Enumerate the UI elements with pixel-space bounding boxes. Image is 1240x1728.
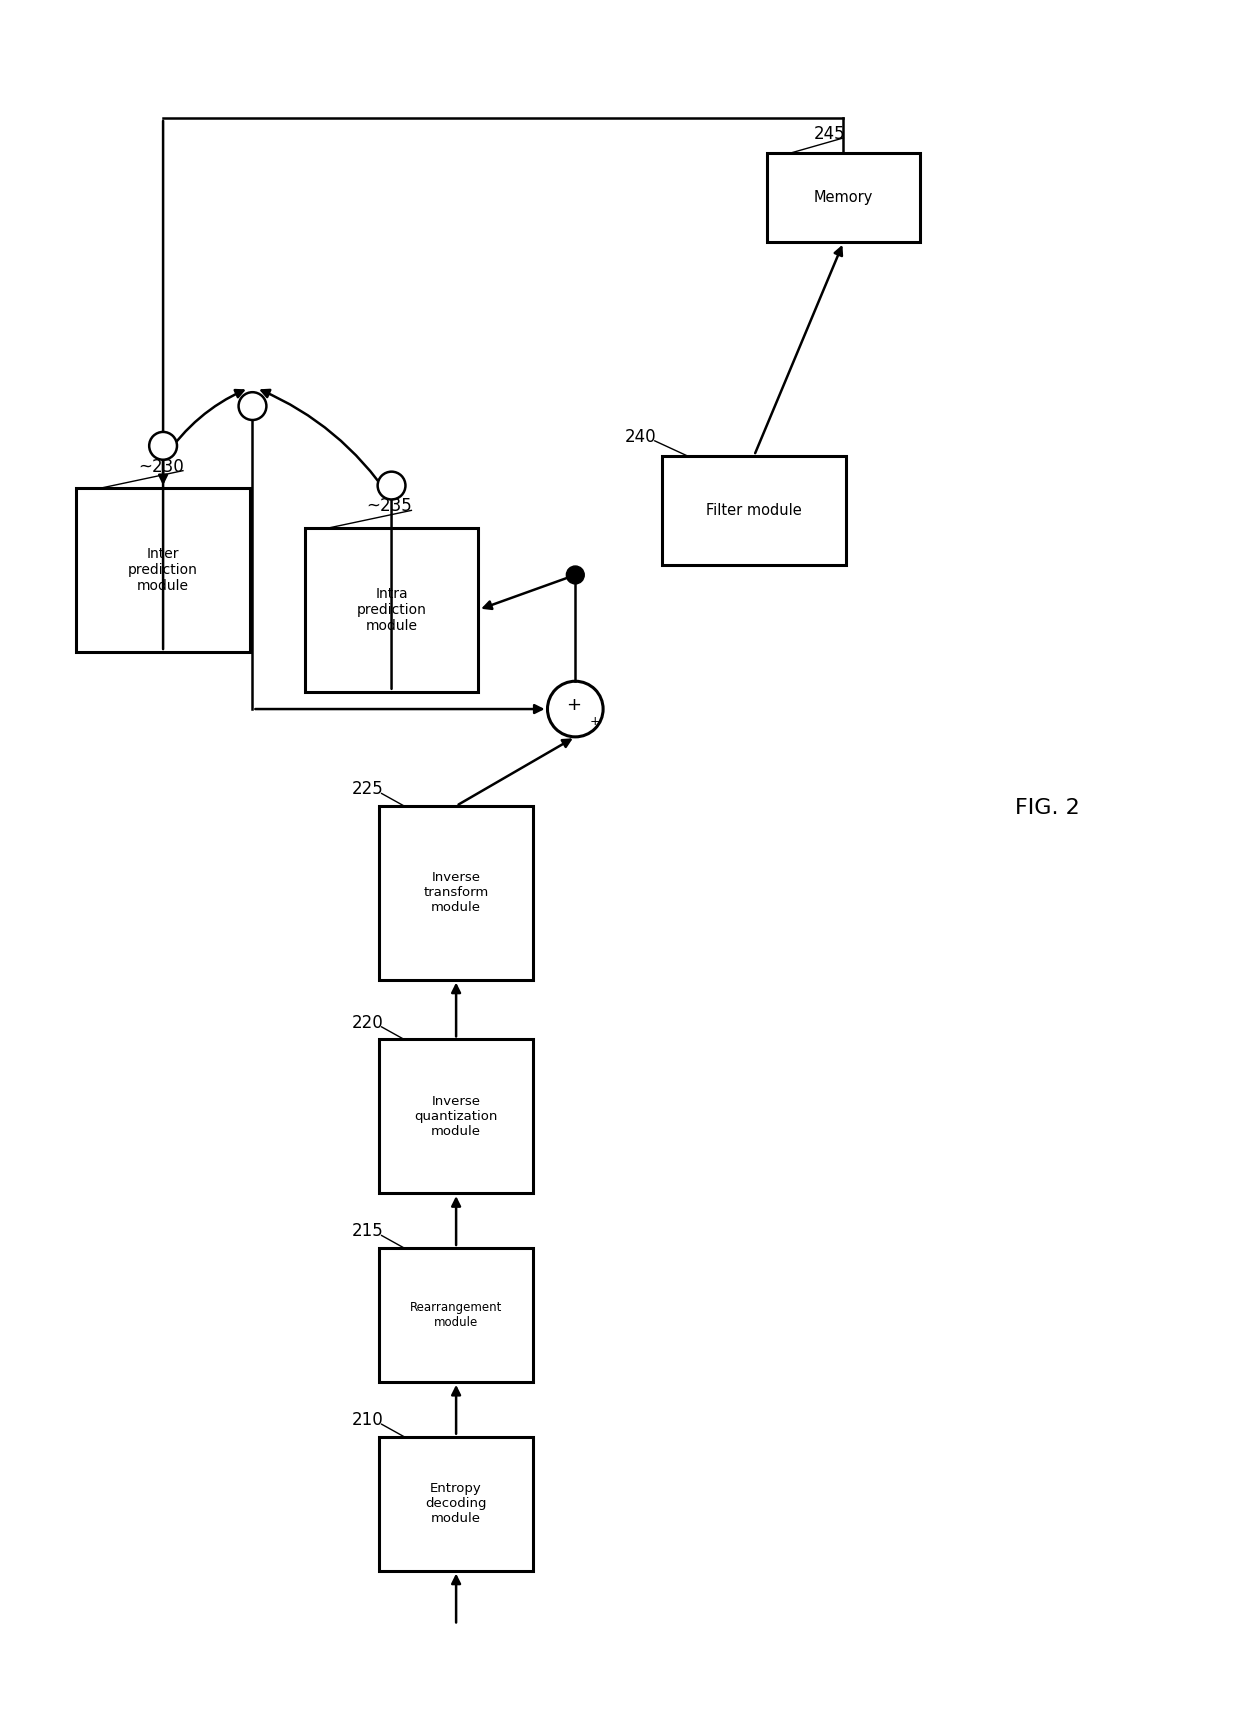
Text: Rearrangement
module: Rearrangement module bbox=[410, 1301, 502, 1329]
Text: 245: 245 bbox=[813, 124, 846, 143]
Text: Filter module: Filter module bbox=[707, 503, 802, 518]
Text: ~235: ~235 bbox=[367, 498, 413, 515]
Circle shape bbox=[567, 567, 584, 584]
Circle shape bbox=[378, 472, 405, 499]
Text: +: + bbox=[565, 696, 580, 714]
Text: Memory: Memory bbox=[813, 190, 873, 206]
Text: ~230: ~230 bbox=[138, 458, 184, 475]
Text: 240: 240 bbox=[625, 429, 657, 446]
Text: 215: 215 bbox=[352, 1222, 383, 1241]
FancyBboxPatch shape bbox=[662, 456, 846, 565]
Circle shape bbox=[238, 392, 267, 420]
Text: Inverse
transform
module: Inverse transform module bbox=[424, 871, 489, 914]
Text: 210: 210 bbox=[352, 1412, 383, 1429]
Text: +: + bbox=[590, 715, 600, 729]
Text: Inverse
quantization
module: Inverse quantization module bbox=[414, 1096, 497, 1137]
FancyBboxPatch shape bbox=[379, 1039, 533, 1194]
FancyBboxPatch shape bbox=[76, 487, 250, 651]
Circle shape bbox=[149, 432, 177, 460]
Circle shape bbox=[548, 681, 603, 736]
FancyBboxPatch shape bbox=[379, 1248, 533, 1382]
Text: FIG. 2: FIG. 2 bbox=[1014, 798, 1080, 819]
Text: Entropy
decoding
module: Entropy decoding module bbox=[425, 1483, 487, 1526]
FancyBboxPatch shape bbox=[379, 1436, 533, 1571]
FancyBboxPatch shape bbox=[379, 805, 533, 980]
FancyBboxPatch shape bbox=[766, 152, 920, 242]
FancyBboxPatch shape bbox=[305, 527, 479, 691]
Text: 225: 225 bbox=[352, 781, 383, 798]
Text: 220: 220 bbox=[352, 1014, 383, 1032]
Text: Intra
prediction
module: Intra prediction module bbox=[357, 586, 427, 632]
Text: Inter
prediction
module: Inter prediction module bbox=[128, 546, 198, 593]
